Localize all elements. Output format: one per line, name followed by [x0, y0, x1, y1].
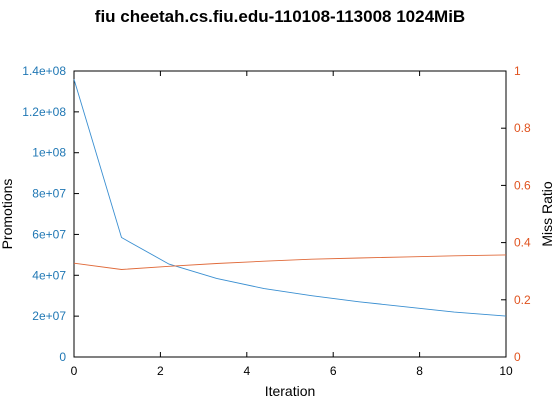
y-tick-label: 4e+07: [32, 268, 66, 282]
y-tick-label: 0: [59, 350, 66, 364]
y-axis-left: 0 2e+07 4e+07 6e+07 8e+07 1e+08 1.2e+08 1.4e+08: [22, 64, 79, 364]
x-tick-label: 10: [499, 364, 513, 378]
y2-tick-label: 1: [514, 64, 521, 78]
plot-area: [73, 70, 507, 358]
y-tick-label: 6e+07: [32, 227, 66, 241]
series-line-miss-ratio: [73, 254, 507, 270]
x-axis: 0 2 4 6 8 10: [71, 71, 513, 378]
y-tick-label: 1.2e+08: [22, 105, 66, 119]
x-tick-label: 8: [416, 364, 423, 378]
x-tick-label: 6: [330, 364, 337, 378]
y-axis-right: 0 0.2 0.4 0.6 0.8 1: [501, 64, 531, 364]
series-line-promotions: [73, 79, 507, 317]
y2-tick-label: 0.4: [514, 236, 531, 250]
series-layer: [73, 79, 507, 317]
y2-tick-label: 0: [514, 350, 521, 364]
x-tick-label: 0: [71, 364, 78, 378]
y2-tick-label: 0.2: [514, 293, 531, 307]
x-axis-label: Iteration: [265, 383, 316, 399]
x-tick-label: 2: [157, 364, 164, 378]
y-axis-label: Promotions: [0, 179, 15, 250]
y2-axis-label: Miss Ratio: [539, 181, 555, 247]
plot-frame: [73, 70, 507, 358]
y-tick-label: 1.4e+08: [22, 64, 66, 78]
y2-tick-label: 0.8: [514, 121, 531, 135]
y-tick-label: 1e+08: [32, 146, 66, 160]
x-tick-label: 4: [243, 364, 250, 378]
y2-tick-label: 0.6: [514, 178, 531, 192]
y-tick-label: 2e+07: [32, 309, 66, 323]
chart-title: fiu cheetah.cs.fiu.edu-110108-113008 102…: [95, 7, 465, 26]
y-tick-label: 8e+07: [32, 187, 66, 201]
